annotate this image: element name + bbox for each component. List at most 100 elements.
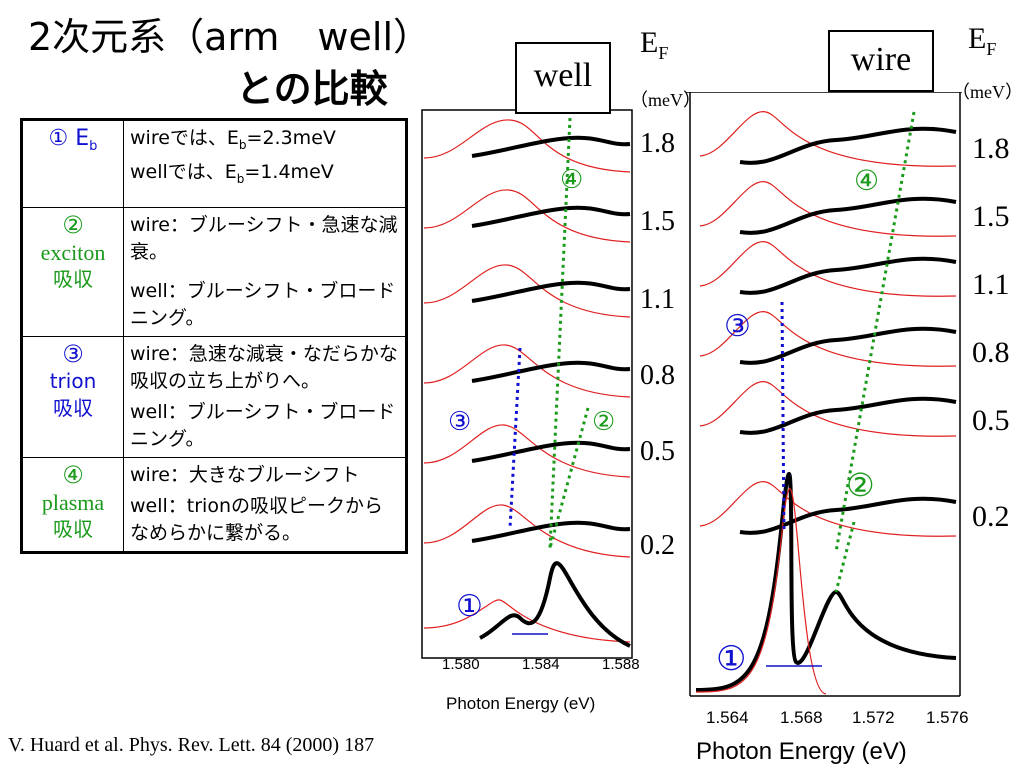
cell-text: wire：ブルーシフト・急速な減衰。 [130, 214, 398, 263]
wire-ef-value: 0.2 [972, 500, 1010, 533]
wire-pl-curve [739, 496, 957, 535]
well-absorption-curve [423, 504, 631, 558]
title-line-1: 2次元系（arm well） [28, 15, 432, 59]
cell-text: well：ブルーシフト・ブロードニング。 [130, 401, 396, 450]
well-label-box: well [515, 42, 611, 114]
well-x-tick: 1.588 [602, 656, 640, 673]
well-marker-3: ③ [448, 407, 471, 437]
wire-absorption-curve [699, 241, 957, 297]
wire-absorption-curve [699, 481, 957, 537]
well-ef-value: 0.2 [640, 530, 675, 561]
row-content: wire：急速な減衰・なだらかな吸収の立ち上がりへ。 well：ブルーシフト・ブ… [123, 336, 407, 458]
well-pl-curve [471, 205, 631, 228]
well-absorption-curve [423, 189, 631, 243]
cell-text: well：ブルーシフト・ブロードニング。 [130, 280, 396, 329]
wire-marker-2: ② [846, 466, 875, 504]
table-row: ② exciton 吸収 wire：ブルーシフト・急速な減衰。 well：ブルー… [21, 207, 407, 337]
well-ef-value: 0.8 [640, 360, 675, 391]
well-pl-curve [471, 135, 631, 158]
well-absorption-curve [423, 264, 631, 318]
cell-text: wire：急速な減衰・なだらかな吸収の立ち上がりへ。 [130, 343, 398, 392]
well-ef-label: EF [640, 26, 669, 63]
row-kind: 吸収 [53, 267, 93, 291]
wire-marker-4: ④ [854, 164, 879, 197]
well-exciton-line [548, 407, 590, 549]
row-content: wireでは、Eb=2.3meV wellでは、Eb=1.4meV [123, 119, 407, 208]
table-row: ④ plasma 吸収 wire：大きなブルーシフト well：trionの吸収… [21, 457, 407, 553]
row-content: wire：大きなブルーシフト well：trionの吸収ピークからなめらかに繋が… [123, 457, 407, 553]
well-pl-curve [471, 440, 631, 463]
comparison-table: ① Eb wireでは、Eb=2.3meV wellでは、Eb=1.4meV ②… [20, 118, 408, 554]
wire-exciton-line [834, 521, 856, 593]
well-ef-value: 1.1 [640, 284, 675, 315]
wire-trion-line [780, 301, 786, 533]
row-kind: 吸収 [53, 396, 93, 420]
wire-x-tick: 1.576 [926, 708, 969, 727]
well-spectra-plot: ④ ② ③ ① [421, 109, 633, 659]
wire-label: wire [850, 41, 912, 78]
table-row: ③ trion 吸収 wire：急速な減衰・なだらかな吸収の立ち上がりへ。 we… [21, 336, 407, 458]
row-label: ④ plasma 吸収 [21, 457, 124, 553]
wire-absorption-curve [699, 111, 957, 167]
row-content: wire：ブルーシフト・急速な減衰。 well：ブルーシフト・ブロードニング。 [123, 207, 407, 337]
wire-pl-curve [739, 256, 957, 295]
well-ef-value: 0.5 [640, 436, 675, 467]
well-x-tick: 1.584 [522, 656, 560, 673]
well-pl-curve [471, 520, 631, 543]
well-absorption-curve [423, 424, 631, 478]
row-marker: ③ [62, 340, 84, 368]
wire-absorption-curve [699, 181, 957, 237]
citation: V. Huard et al. Phys. Rev. Lett. 84 (200… [8, 734, 375, 756]
wire-ef-value: 1.8 [972, 132, 1010, 165]
wire-pl-curve [739, 396, 957, 435]
wire-x-tick: 1.568 [780, 708, 823, 727]
wire-spectra-plot: ④ ② ③ ① [686, 92, 962, 697]
wire-ef-value: 1.5 [972, 200, 1010, 233]
well-ef-value: 1.8 [640, 128, 675, 159]
well-x-tick: 1.580 [442, 656, 480, 673]
cell-text: wellでは、Eb=1.4meV [130, 160, 334, 186]
wire-ef-unit: （meV） [952, 82, 1023, 102]
well-marker-1: ① [456, 589, 483, 624]
wire-pl-curve [739, 326, 957, 365]
well-absorption-curve [423, 344, 631, 398]
well-ef-unit: （meV） [630, 90, 701, 110]
wire-ef-value: 0.8 [972, 336, 1010, 369]
row-name: plasma [41, 490, 105, 515]
wire-x-tick: 1.572 [852, 708, 895, 727]
well-absorption-curve [423, 599, 631, 643]
well-marker-4: ④ [560, 165, 583, 195]
well-pl-curve [479, 561, 631, 648]
well-label: well [533, 57, 593, 94]
wire-ef-label: EF [968, 22, 997, 59]
row-name: exciton [40, 240, 106, 265]
title-line-2: との比較 [236, 67, 388, 111]
cell-text: well：trionの吸収ピークからなめらかに繋がる。 [130, 495, 383, 544]
well-pl-curve [471, 360, 631, 383]
well-pl-curve [471, 280, 631, 303]
well-plasma-line [548, 117, 572, 549]
row-marker: ④ [62, 461, 84, 489]
row-name: trion [49, 369, 97, 393]
row-label: ① Eb [21, 119, 124, 208]
table-row: ① Eb wireでは、Eb=2.3meV wellでは、Eb=1.4meV [21, 119, 407, 208]
wire-ef-value: 1.1 [972, 268, 1010, 301]
wire-absorption-curve [695, 488, 827, 695]
cell-text: wireでは、Eb=2.3meV [130, 127, 336, 152]
wire-absorption-curve [699, 311, 957, 367]
wire-ef-value: 0.5 [972, 404, 1010, 437]
wire-pl-curve [695, 472, 957, 692]
wire-x-title: Photon Energy (eV) [696, 738, 907, 765]
well-trion-line [508, 347, 522, 529]
well-x-title: Photon Energy (eV) [446, 694, 596, 713]
wire-pl-curve [739, 126, 957, 165]
well-ef-value: 1.5 [640, 206, 675, 237]
wire-marker-1: ① [716, 639, 746, 679]
wire-x-tick: 1.564 [706, 708, 749, 727]
wire-absorption-curve [699, 381, 957, 437]
row-label: ③ trion 吸収 [21, 336, 124, 458]
row-marker: ② [62, 211, 84, 239]
wire-label-box: wire [828, 30, 934, 92]
plot-frame [421, 109, 633, 659]
wire-pl-curve [739, 196, 957, 235]
